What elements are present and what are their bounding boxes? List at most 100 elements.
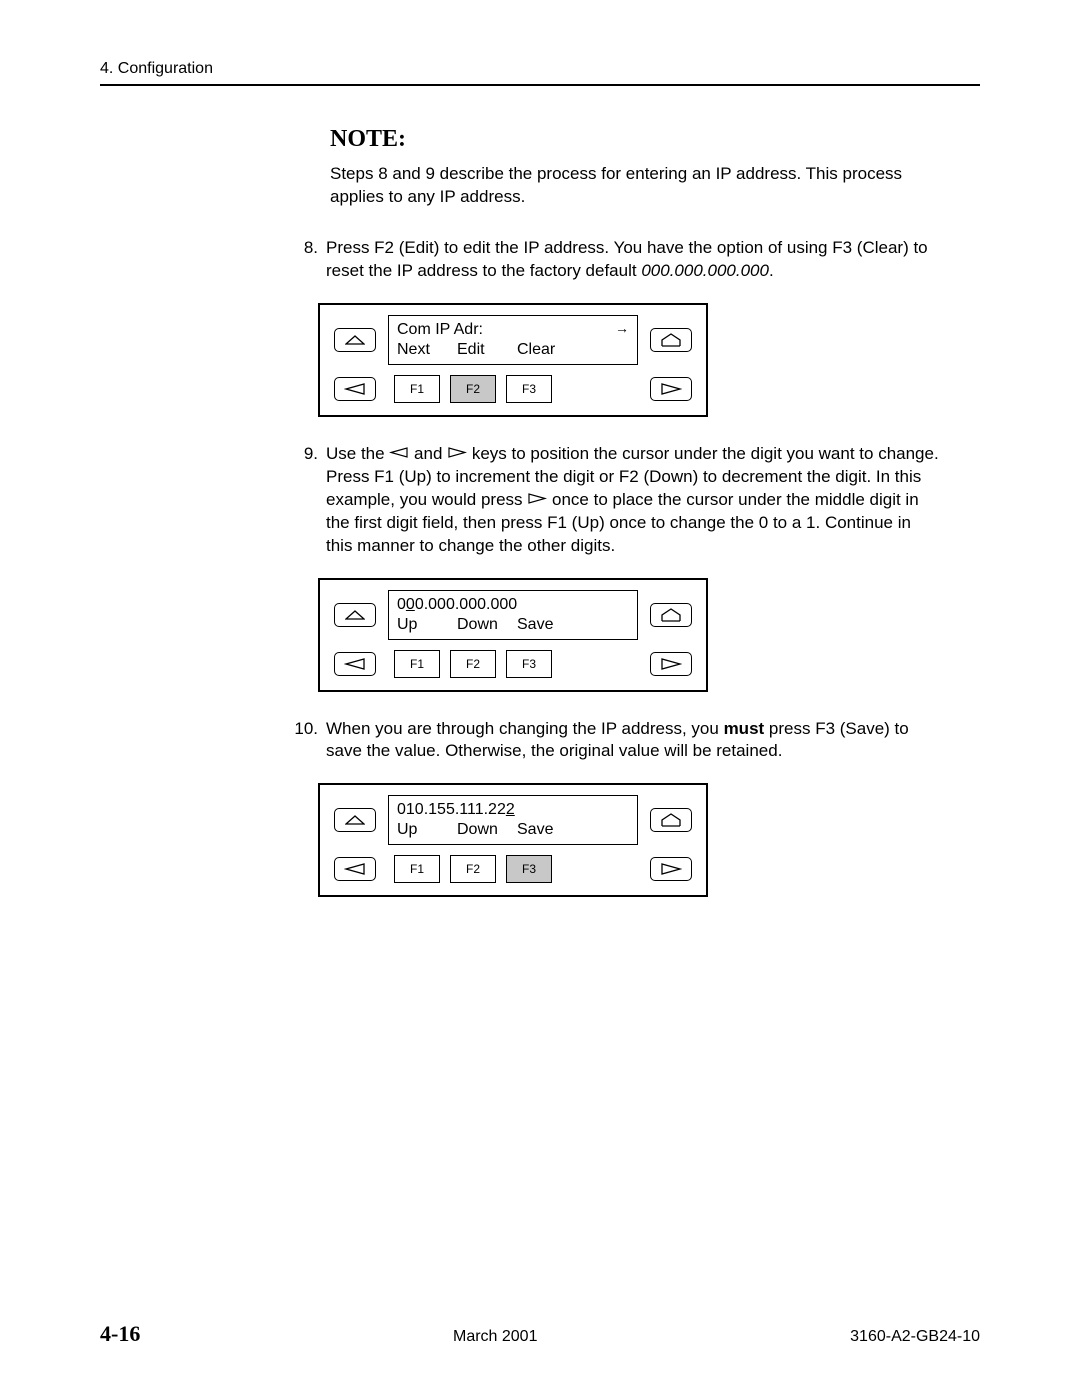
home-button[interactable] — [650, 808, 692, 832]
triangle-right-icon — [660, 383, 682, 395]
softkey-3-label: Clear — [517, 340, 577, 360]
step-10-text-a: When you are through changing the IP add… — [326, 719, 724, 738]
lcd-panel-1: Com IP Adr: → Next Edit Clear F1 — [318, 303, 980, 417]
up-button[interactable] — [334, 603, 376, 627]
step-8: 8. Press F2 (Edit) to edit the IP addres… — [280, 237, 940, 283]
panel-frame: 010.155.111.222 Up Down Save F1 — [318, 783, 708, 897]
panel-row-bottom: F1 F2 F3 — [334, 650, 692, 678]
step-9: 9. Use the and keys to position the curs… — [280, 443, 940, 558]
lcd-continue-arrow-icon: → — [615, 320, 629, 338]
softkey-1-label: Up — [397, 615, 457, 635]
note-title: NOTE: — [330, 126, 920, 153]
right-button[interactable] — [650, 652, 692, 676]
page-footer: 4-16 March 2001 3160-A2-GB24-10 — [100, 1320, 980, 1347]
page-number: 4-16 — [100, 1321, 140, 1347]
f2-button[interactable]: F2 — [450, 650, 496, 678]
home-icon — [660, 333, 682, 347]
softkey-1-label: Up — [397, 820, 457, 840]
triangle-left-icon — [344, 658, 366, 670]
doc-id: 3160-A2-GB24-10 — [850, 1328, 980, 1346]
page: 4. Configuration NOTE: Steps 8 and 9 des… — [0, 0, 1080, 1397]
f1-button[interactable]: F1 — [394, 375, 440, 403]
up-button[interactable] — [334, 328, 376, 352]
lcd-softkeys: Next Edit Clear — [397, 340, 629, 360]
ip-cursor-digit: 2 — [506, 801, 515, 818]
home-icon — [660, 608, 682, 622]
triangle-right-icon — [447, 442, 467, 465]
step-9-text-a: Use the — [326, 444, 389, 463]
lcd-screen: Com IP Adr: → Next Edit Clear — [388, 315, 638, 365]
lcd-panel-3: 010.155.111.222 Up Down Save F1 — [318, 783, 980, 897]
triangle-right-icon — [660, 658, 682, 670]
lcd-softkeys: Up Down Save — [397, 820, 629, 840]
ip-pre: 0 — [397, 596, 406, 613]
right-button[interactable] — [650, 857, 692, 881]
softkey-2-label: Down — [457, 820, 517, 840]
step-8-default-ip: 000.000.000.000 — [641, 261, 769, 280]
home-icon — [660, 813, 682, 827]
lcd-line1: 010.155.111.222 — [397, 800, 629, 820]
header-rule — [100, 84, 980, 86]
triangle-up-icon — [345, 335, 365, 345]
lcd-panel-2: 000.000.000.000 Up Down Save F1 — [318, 578, 980, 692]
step-9-num: 9. — [280, 443, 326, 558]
f2-button[interactable]: F2 — [450, 375, 496, 403]
triangle-left-icon — [344, 863, 366, 875]
home-button[interactable] — [650, 328, 692, 352]
panel-row-bottom: F1 F2 F3 — [334, 375, 692, 403]
softkey-3-label: Save — [517, 615, 577, 635]
panel-row-bottom: F1 F2 F3 — [334, 855, 692, 883]
panel-row-top: 000.000.000.000 Up Down Save — [334, 590, 692, 640]
fkey-row: F1 F2 F3 — [388, 375, 638, 403]
step-10-num: 10. — [280, 718, 326, 764]
fkey-row: F1 F2 F3 — [388, 855, 638, 883]
step-9-text-b: and — [409, 444, 447, 463]
step-10-must: must — [724, 719, 765, 738]
panel-frame: Com IP Adr: → Next Edit Clear F1 — [318, 303, 708, 417]
footer-date: March 2001 — [453, 1328, 538, 1346]
lcd-softkeys: Up Down Save — [397, 615, 629, 635]
step-8-text-a: Press F2 (Edit) to edit the IP address. … — [326, 238, 928, 280]
right-button[interactable] — [650, 377, 692, 401]
triangle-right-icon — [660, 863, 682, 875]
softkey-3-label: Save — [517, 820, 577, 840]
ip-cursor-digit: 0 — [406, 596, 415, 613]
lcd-screen: 000.000.000.000 Up Down Save — [388, 590, 638, 640]
ip-post: 0.000.000.000 — [415, 596, 517, 613]
left-button[interactable] — [334, 652, 376, 676]
panel-row-top: 010.155.111.222 Up Down Save — [334, 795, 692, 845]
triangle-left-icon — [389, 442, 409, 465]
f3-button[interactable]: F3 — [506, 375, 552, 403]
up-button[interactable] — [334, 808, 376, 832]
step-9-text: Use the and keys to position the cursor … — [326, 443, 940, 558]
softkey-2-label: Edit — [457, 340, 517, 360]
panel-frame: 000.000.000.000 Up Down Save F1 — [318, 578, 708, 692]
triangle-left-icon — [344, 383, 366, 395]
triangle-up-icon — [345, 610, 365, 620]
step-10-text: When you are through changing the IP add… — [326, 718, 940, 764]
f1-button[interactable]: F1 — [394, 855, 440, 883]
lcd-line1: Com IP Adr: — [397, 320, 629, 340]
lcd-line1: 000.000.000.000 — [397, 595, 629, 615]
ip-pre: 010.155.111.22 — [397, 801, 506, 818]
f2-button[interactable]: F2 — [450, 855, 496, 883]
lcd-screen: 010.155.111.222 Up Down Save — [388, 795, 638, 845]
f3-button[interactable]: F3 — [506, 650, 552, 678]
step-8-text: Press F2 (Edit) to edit the IP address. … — [326, 237, 940, 283]
step-8-num: 8. — [280, 237, 326, 283]
f3-button[interactable]: F3 — [506, 855, 552, 883]
left-button[interactable] — [334, 377, 376, 401]
softkey-1-label: Next — [397, 340, 457, 360]
header-section: 4. Configuration — [100, 60, 980, 78]
step-10: 10. When you are through changing the IP… — [280, 718, 940, 764]
step-8-text-c: . — [769, 261, 774, 280]
fkey-row: F1 F2 F3 — [388, 650, 638, 678]
home-button[interactable] — [650, 603, 692, 627]
left-button[interactable] — [334, 857, 376, 881]
triangle-up-icon — [345, 815, 365, 825]
note-body: Steps 8 and 9 describe the process for e… — [330, 163, 920, 209]
f1-button[interactable]: F1 — [394, 650, 440, 678]
note-block: NOTE: Steps 8 and 9 describe the process… — [330, 126, 920, 209]
triangle-right-icon — [527, 488, 547, 511]
softkey-2-label: Down — [457, 615, 517, 635]
